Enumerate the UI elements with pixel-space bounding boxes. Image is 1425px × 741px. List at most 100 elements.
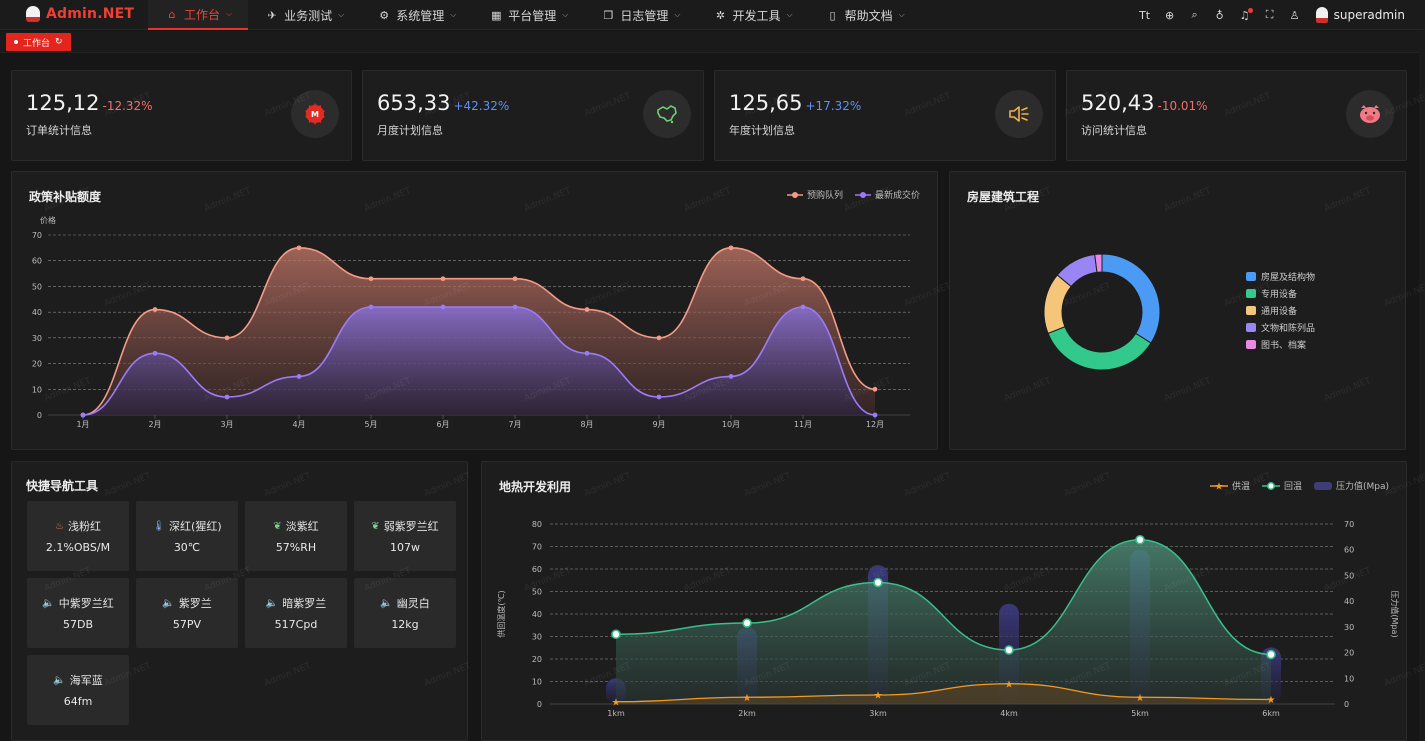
supply-point[interactable]: ★ <box>612 697 621 708</box>
stat-label: 订单统计信息 <box>26 124 92 137</box>
data-point[interactable] <box>80 412 86 418</box>
data-point[interactable] <box>152 350 158 356</box>
legend-item-pressure[interactable]: 压力值(Mpa) <box>1313 479 1389 492</box>
quick-nav-tile[interactable]: 🔈 紫罗兰 57PV <box>136 578 238 648</box>
legend-swatch <box>1246 272 1256 281</box>
data-point[interactable] <box>584 350 590 356</box>
quick-nav-tile[interactable]: ♨ 浅粉红 2.1%OBS/M <box>27 501 129 571</box>
legend-item-series-2[interactable]: 最新成交价 <box>854 188 920 201</box>
quick-nav-tile[interactable]: 🔈 暗紫罗兰 517Cpd <box>245 578 347 648</box>
data-point[interactable] <box>800 304 806 310</box>
return-point[interactable] <box>742 618 752 628</box>
nav-item-4[interactable]: ❐ 日志管理 ⌵ <box>584 0 696 30</box>
bell-icon[interactable]: ♫ <box>1239 7 1253 22</box>
legend-item-return[interactable]: 回温 <box>1261 479 1302 492</box>
return-point[interactable] <box>1266 649 1276 660</box>
building-donut-chart[interactable] <box>1032 242 1172 382</box>
nav-item-label: 开发工具 <box>732 8 781 23</box>
quick-nav-tile[interactable]: 🔈 海军蓝 64fm <box>27 655 129 725</box>
data-point[interactable] <box>440 304 446 310</box>
return-point[interactable] <box>1004 645 1014 655</box>
supply-point[interactable]: ★ <box>1136 693 1145 704</box>
quick-nav-tile[interactable]: ❦ 淡紫红 57%RH <box>245 501 347 571</box>
data-point[interactable] <box>800 276 806 282</box>
user-menu[interactable]: superadmin <box>1315 7 1405 23</box>
quick-nav-tile[interactable]: 🌡 深红(猩红) 30℃ <box>136 501 238 571</box>
data-point[interactable] <box>224 394 230 400</box>
pie-legend: 房屋及结构物 专用设备通用设备文物和陈列品 图书、档案 <box>1246 271 1315 351</box>
data-point[interactable] <box>512 304 518 310</box>
chevron-down-icon: ⌵ <box>562 10 569 19</box>
data-point[interactable] <box>296 245 302 251</box>
data-point[interactable] <box>224 335 230 341</box>
legend-item-supply[interactable]: ★ 供温 <box>1209 479 1250 492</box>
data-point[interactable] <box>656 335 662 341</box>
speaker-icon: 🔈 <box>265 597 279 609</box>
tile-header: 🌡 深红(猩红) <box>152 518 221 534</box>
supply-point[interactable]: ★ <box>1267 695 1276 706</box>
search-icon[interactable]: ⌕ <box>1191 8 1198 21</box>
nav-item-2[interactable]: ⚙ 系统管理 ⌵ <box>360 0 472 30</box>
nav-item-6[interactable]: ▯ 帮助文档 ⌵ <box>809 0 921 30</box>
data-point[interactable] <box>656 394 662 400</box>
data-point[interactable] <box>872 412 878 418</box>
chevron-down-icon: ⌵ <box>674 10 681 19</box>
legend-item-series-1[interactable]: 预购队列 <box>786 188 843 201</box>
data-point[interactable] <box>368 276 374 282</box>
subsidy-line-chart[interactable]: 价格 0 10 20 30 40 50 60 70 1月 2月 3月 4月 5月 6月 7月 8月 9月 10月 11… <box>12 172 937 449</box>
data-point[interactable] <box>512 276 518 282</box>
chevron-down-icon: ⌵ <box>450 10 457 19</box>
avatar <box>1315 7 1328 23</box>
y-tick-label: 40 <box>32 308 42 317</box>
language-icon[interactable]: ⊕ <box>1165 8 1175 22</box>
supply-point[interactable]: ★ <box>1005 679 1014 690</box>
legend-label: 专用设备 <box>1261 290 1298 300</box>
pie-slice[interactable] <box>1101 253 1161 344</box>
return-point[interactable] <box>1135 534 1145 545</box>
quick-nav-tile[interactable]: 🔈 幽灵白 12kg <box>354 578 456 648</box>
x-tick-label: 8月 <box>580 420 593 429</box>
y-tick-label: 70 <box>32 231 42 240</box>
page-scrollbar[interactable] <box>1419 31 1425 741</box>
geothermal-combo-chart[interactable]: 0 10 20 30 40 50 60 70 80 0 10 20 30 40 50 60 70 供回温度(℃) 压… <box>482 462 1406 740</box>
return-point[interactable] <box>611 629 621 640</box>
nav-item-3[interactable]: ▦ 平台管理 ⌵ <box>472 0 584 30</box>
pie-legend-item[interactable]: 房屋及结构物 <box>1246 271 1315 283</box>
tile-name: 浅粉红 <box>67 520 101 533</box>
x-tick-label: 4月 <box>292 420 305 429</box>
nav-item-1[interactable]: ✈ 业务测试 ⌵ <box>248 0 360 30</box>
pie-legend-item[interactable]: 图书、档案 <box>1246 339 1315 351</box>
nav-item-5[interactable]: ✲ 开发工具 ⌵ <box>696 0 808 30</box>
stat-label: 月度计划信息 <box>377 124 443 137</box>
theme-icon[interactable]: ♁ <box>1215 8 1224 22</box>
quick-nav-tile[interactable]: ❦ 弱紫罗兰红 107w <box>354 501 456 571</box>
supply-point[interactable]: ★ <box>874 691 883 702</box>
quick-nav-tile[interactable]: 🔈 中紫罗兰红 57DB <box>27 578 129 648</box>
tag-workbench[interactable]: 工作台 ↻ <box>6 33 71 51</box>
tile-name: 深红(猩红) <box>169 520 222 533</box>
pie-legend-item[interactable]: 专用设备 <box>1246 288 1315 300</box>
app-logo[interactable]: Admin.NET <box>26 6 134 22</box>
user-icon[interactable]: ♙ <box>1289 8 1300 22</box>
data-point[interactable] <box>872 386 878 392</box>
pie-legend-item[interactable]: 通用设备 <box>1246 305 1315 317</box>
fullscreen-icon[interactable]: ⛶ <box>1265 8 1274 21</box>
refresh-icon[interactable]: ↻ <box>55 37 63 47</box>
return-point[interactable] <box>873 577 883 588</box>
supply-point[interactable]: ★ <box>743 693 752 704</box>
data-point[interactable] <box>368 304 374 310</box>
y-tick-label: 60 <box>32 257 42 266</box>
data-point[interactable] <box>728 245 734 251</box>
pie-legend-item[interactable]: 文物和陈列品 <box>1246 322 1315 334</box>
grid-icon: ▦ <box>491 8 502 22</box>
data-point[interactable] <box>584 307 590 312</box>
pie-slice[interactable] <box>1094 253 1103 273</box>
pie-slice[interactable] <box>1047 326 1152 371</box>
data-point[interactable] <box>152 307 158 312</box>
data-point[interactable] <box>296 374 302 379</box>
nav-item-0[interactable]: ⌂ 工作台 ⌵ <box>148 0 249 30</box>
font-size-icon[interactable]: Tt <box>1139 8 1151 22</box>
legend-label: 最新成交价 <box>874 191 920 201</box>
data-point[interactable] <box>728 374 734 379</box>
data-point[interactable] <box>440 276 446 282</box>
